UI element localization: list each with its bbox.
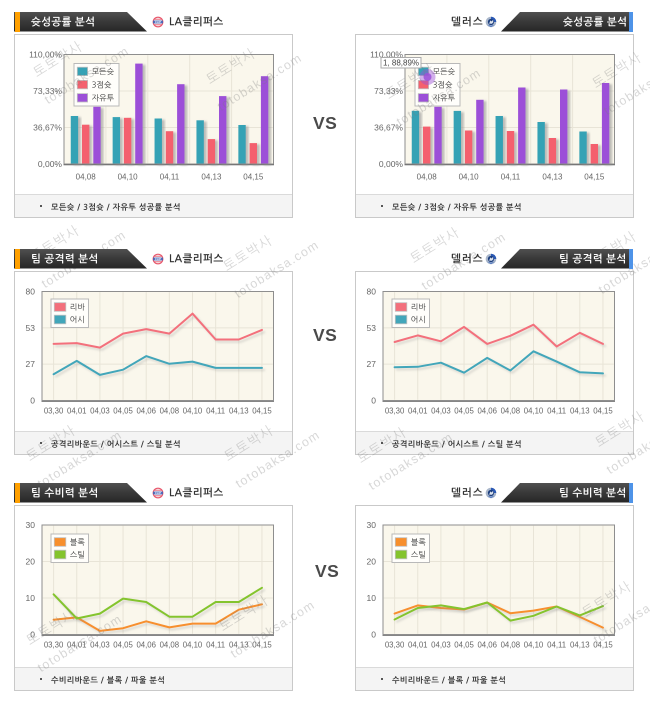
svg-text:04,01: 04,01 [408,640,428,649]
svg-text:20: 20 [367,556,377,566]
svg-text:04,10: 04,10 [459,172,480,181]
svg-text:53: 53 [367,322,377,332]
svg-text:04,08: 04,08 [76,172,97,181]
svg-text:04,11: 04,11 [206,640,225,649]
svg-text:03,30: 03,30 [385,640,405,649]
svg-text:27: 27 [26,359,36,369]
svg-text:04,15: 04,15 [593,406,613,415]
svg-text:04,13: 04,13 [229,640,249,649]
svg-text:04,03: 04,03 [431,406,451,415]
svg-text:04,01: 04,01 [67,640,87,649]
svg-text:04,15: 04,15 [584,172,605,181]
svg-text:04,11: 04,11 [206,406,225,415]
svg-text:110,00%: 110,00% [370,49,403,59]
svg-text:04,13: 04,13 [201,172,222,181]
svg-text:04,10: 04,10 [524,406,544,415]
svg-text:30: 30 [367,520,377,530]
svg-text:04,06: 04,06 [136,406,156,415]
svg-text:04,05: 04,05 [454,406,474,415]
svg-text:03,30: 03,30 [44,406,64,415]
svg-text:03,30: 03,30 [44,640,64,649]
svg-text:04,06: 04,06 [477,406,497,415]
svg-text:04,15: 04,15 [252,406,272,415]
svg-text:04,11: 04,11 [547,640,566,649]
svg-text:0: 0 [30,395,35,405]
svg-text:04,08: 04,08 [501,640,521,649]
svg-text:04,01: 04,01 [67,406,87,415]
svg-text:36,67%: 36,67% [374,122,403,132]
svg-text:20: 20 [26,556,36,566]
svg-text:0,00%: 0,00% [379,159,404,169]
svg-text:04,13: 04,13 [229,406,249,415]
svg-text:04,13: 04,13 [570,406,590,415]
svg-text:04,13: 04,13 [570,640,590,649]
svg-text:04,11: 04,11 [501,172,521,181]
svg-text:73,33%: 73,33% [33,86,62,96]
svg-text:27: 27 [367,359,377,369]
svg-text:10: 10 [26,593,36,603]
svg-text:30: 30 [26,520,36,530]
svg-text:0,00%: 0,00% [38,159,63,169]
svg-text:04,08: 04,08 [160,640,180,649]
svg-text:0: 0 [30,629,35,639]
svg-text:03,30: 03,30 [385,406,405,415]
svg-text:04,10: 04,10 [524,640,544,649]
svg-text:04,06: 04,06 [136,640,156,649]
svg-text:04,05: 04,05 [113,640,133,649]
svg-text:04,15: 04,15 [243,172,264,181]
svg-text:0: 0 [371,629,376,639]
svg-text:04,05: 04,05 [454,640,474,649]
svg-text:04,03: 04,03 [431,640,451,649]
svg-text:04,03: 04,03 [90,640,110,649]
svg-text:04,11: 04,11 [160,172,180,181]
svg-text:04,13: 04,13 [542,172,563,181]
svg-text:110,00%: 110,00% [29,49,62,59]
svg-text:10: 10 [367,593,377,603]
svg-text:CLIP: CLIP [155,491,161,495]
svg-text:04,05: 04,05 [113,406,133,415]
svg-text:1, 88,89%: 1, 88,89% [383,58,419,67]
svg-text:04,08: 04,08 [501,406,521,415]
svg-text:CLIP: CLIP [155,257,161,261]
svg-text:04,15: 04,15 [593,640,613,649]
svg-text:04,06: 04,06 [477,640,497,649]
svg-text:04,01: 04,01 [408,406,428,415]
svg-text:04,10: 04,10 [118,172,139,181]
svg-text:04,10: 04,10 [183,406,203,415]
svg-text:04,15: 04,15 [252,640,272,649]
svg-text:36,67%: 36,67% [33,122,62,132]
svg-text:73,33%: 73,33% [374,86,403,96]
svg-text:04,08: 04,08 [417,172,438,181]
svg-text:04,03: 04,03 [90,406,110,415]
svg-text:80: 80 [367,286,377,296]
svg-text:04,11: 04,11 [547,406,566,415]
svg-text:0: 0 [371,395,376,405]
svg-text:53: 53 [26,322,36,332]
svg-text:04,08: 04,08 [160,406,180,415]
svg-text:80: 80 [26,286,36,296]
svg-text:04,10: 04,10 [183,640,203,649]
svg-text:CLIP: CLIP [155,20,161,24]
